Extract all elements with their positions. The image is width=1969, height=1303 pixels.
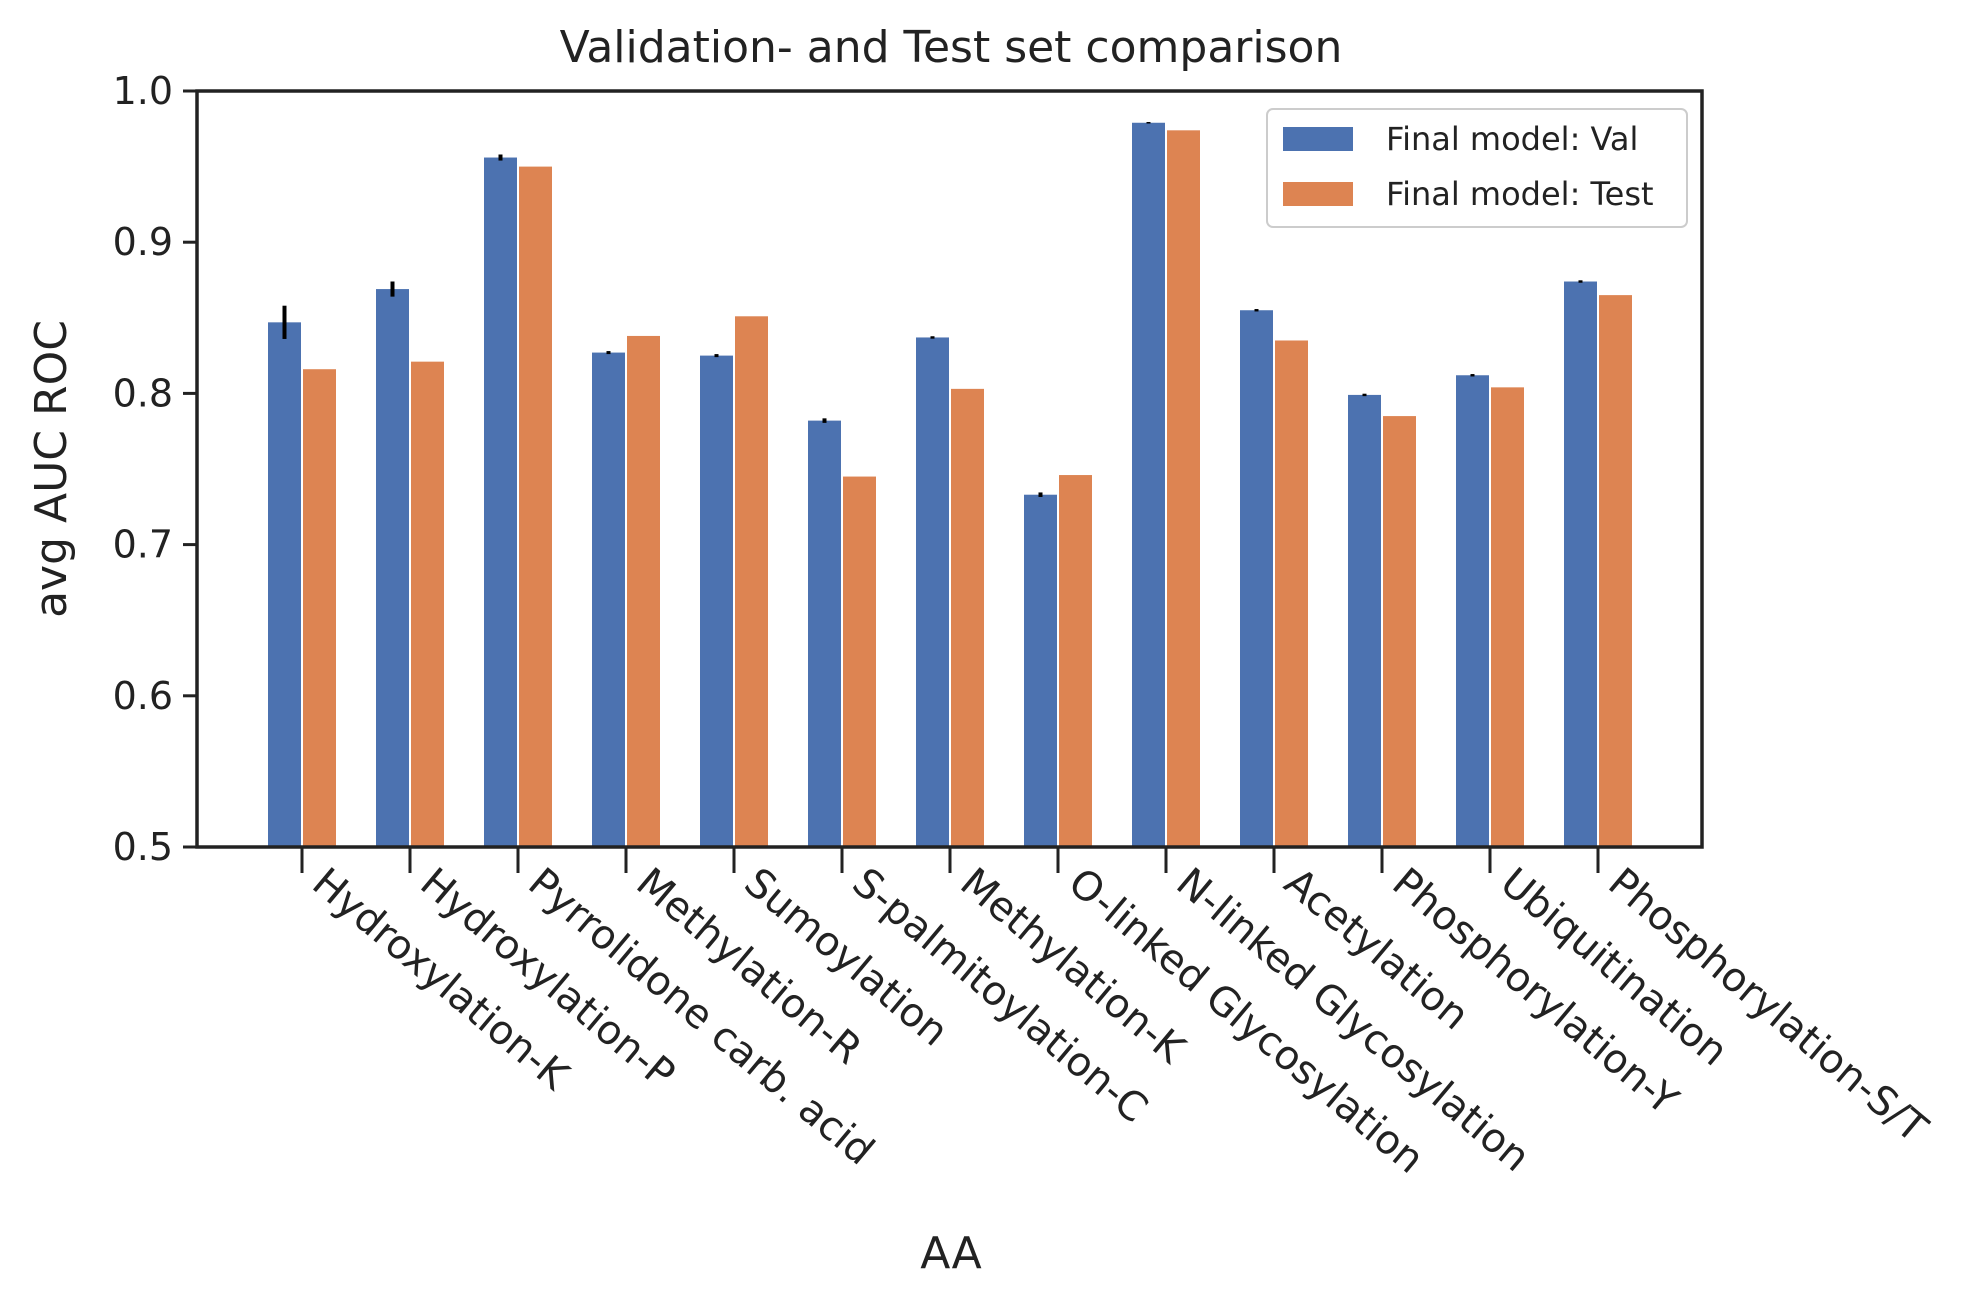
bar-test — [843, 476, 876, 847]
bars — [268, 121, 1632, 848]
y-axis: 0.5 0.6 0.7 0.8 0.9 1.0 — [113, 69, 197, 869]
bar-val — [700, 355, 733, 847]
bar-test — [1491, 387, 1524, 847]
bar-val — [1132, 122, 1165, 847]
bar-test — [519, 166, 552, 848]
bar-test — [735, 316, 768, 848]
bar-val — [1240, 310, 1273, 847]
bar-val — [592, 352, 625, 847]
bar-test — [1599, 295, 1632, 847]
bar-test — [951, 388, 984, 847]
bar-val — [808, 420, 841, 847]
bar-val — [268, 322, 301, 847]
y-tick-label: 0.7 — [113, 523, 173, 567]
bar-val — [484, 157, 517, 847]
chart-title: Validation- and Test set comparison — [560, 22, 1343, 73]
legend-box — [1266, 108, 1688, 228]
bar-val — [1456, 375, 1489, 847]
x-axis: Hydroxylation-KHydroxylation-PPyrrolidon… — [300, 847, 1936, 1183]
y-tick-label: 1.0 — [113, 69, 173, 113]
legend-swatch — [1283, 127, 1353, 151]
x-axis-label: AA — [920, 1228, 981, 1279]
bar-test — [303, 369, 336, 847]
bar-test — [1167, 130, 1200, 847]
bar-val — [1024, 494, 1057, 847]
y-axis-label: avg AUC ROC — [26, 320, 77, 618]
y-tick-label: 0.9 — [113, 220, 173, 264]
bar-val — [376, 289, 409, 847]
legend: Final model: Val Final model: Test — [1266, 108, 1688, 228]
y-tick-label: 0.6 — [113, 674, 173, 718]
legend-label: Final model: Test — [1386, 175, 1654, 213]
bar-test — [1383, 416, 1416, 847]
bar-val — [1564, 281, 1597, 848]
bar-val — [1348, 394, 1381, 847]
bar-val — [916, 337, 949, 847]
bar-test — [1059, 475, 1092, 847]
bar-test — [1275, 340, 1308, 847]
legend-label: Final model: Val — [1386, 120, 1638, 158]
y-tick-label: 0.8 — [113, 371, 173, 415]
bar-test — [411, 361, 444, 847]
y-tick-label: 0.5 — [113, 825, 173, 869]
bar-test — [627, 335, 660, 847]
legend-swatch — [1283, 182, 1353, 206]
